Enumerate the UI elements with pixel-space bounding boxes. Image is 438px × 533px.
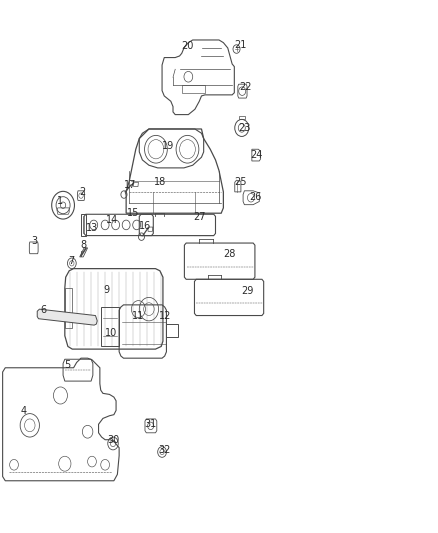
Text: 14: 14 — [106, 215, 118, 224]
Text: 13: 13 — [86, 223, 98, 233]
Text: 7: 7 — [68, 256, 74, 266]
Text: 8: 8 — [81, 240, 87, 249]
Text: 5: 5 — [64, 360, 70, 370]
Text: 29: 29 — [241, 286, 254, 296]
Text: 16: 16 — [139, 221, 152, 231]
Text: 30: 30 — [108, 435, 120, 445]
Text: 12: 12 — [159, 311, 172, 320]
Text: 25: 25 — [234, 177, 246, 187]
Text: 6: 6 — [41, 305, 47, 315]
Text: 11: 11 — [132, 311, 145, 320]
Text: 10: 10 — [105, 328, 117, 338]
Text: 3: 3 — [31, 236, 37, 246]
Text: 2: 2 — [79, 187, 85, 197]
Text: 28: 28 — [223, 249, 236, 259]
Text: 19: 19 — [162, 141, 174, 151]
Text: 27: 27 — [193, 213, 205, 222]
Text: 18: 18 — [154, 177, 166, 187]
Text: 20: 20 — [181, 42, 194, 51]
Text: 32: 32 — [159, 446, 171, 455]
Text: 1: 1 — [57, 196, 64, 206]
Polygon shape — [37, 309, 97, 325]
Text: 9: 9 — [104, 286, 110, 295]
Text: 15: 15 — [127, 208, 139, 218]
Text: 24: 24 — [250, 150, 262, 159]
Text: 23: 23 — [238, 123, 251, 133]
Text: 31: 31 — [145, 419, 157, 429]
Text: 22: 22 — [239, 83, 251, 92]
Text: 4: 4 — [21, 407, 27, 416]
Text: 26: 26 — [249, 192, 261, 202]
Text: 17: 17 — [124, 181, 136, 190]
Text: 21: 21 — [234, 41, 246, 50]
